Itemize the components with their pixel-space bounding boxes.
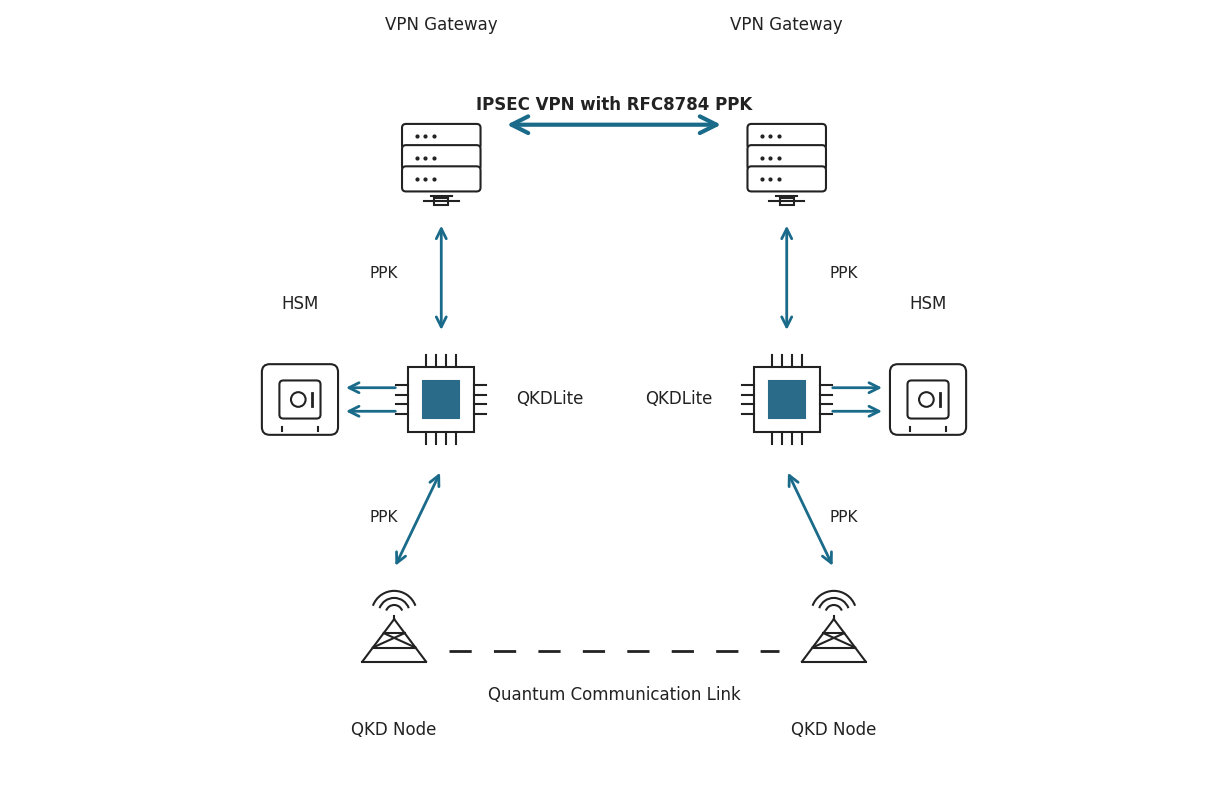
Text: Quantum Communication Link: Quantum Communication Link <box>488 686 740 704</box>
FancyBboxPatch shape <box>748 124 826 149</box>
Bar <box>754 367 820 432</box>
Bar <box>435 198 448 205</box>
Text: QKDLite: QKDLite <box>516 391 583 408</box>
Text: QKD Node: QKD Node <box>351 721 437 739</box>
Text: PPK: PPK <box>370 266 398 281</box>
FancyBboxPatch shape <box>748 145 826 170</box>
Text: PPK: PPK <box>830 266 858 281</box>
Text: QKDLite: QKDLite <box>645 391 712 408</box>
FancyBboxPatch shape <box>402 166 480 192</box>
Bar <box>408 367 474 432</box>
FancyBboxPatch shape <box>262 364 338 435</box>
Text: HSM: HSM <box>910 295 947 313</box>
Text: HSM: HSM <box>281 295 318 313</box>
FancyBboxPatch shape <box>280 380 321 419</box>
Text: PPK: PPK <box>370 510 398 525</box>
Bar <box>424 381 459 418</box>
Text: VPN Gateway: VPN Gateway <box>384 17 497 34</box>
FancyBboxPatch shape <box>402 124 480 149</box>
FancyBboxPatch shape <box>890 364 966 435</box>
Text: PPK: PPK <box>830 510 858 525</box>
FancyBboxPatch shape <box>402 145 480 170</box>
Bar <box>769 381 804 418</box>
Text: VPN Gateway: VPN Gateway <box>731 17 844 34</box>
Text: IPSEC VPN with RFC8784 PPK: IPSEC VPN with RFC8784 PPK <box>476 96 752 114</box>
FancyBboxPatch shape <box>748 166 826 192</box>
FancyBboxPatch shape <box>907 380 948 419</box>
Bar <box>780 198 793 205</box>
Text: QKD Node: QKD Node <box>791 721 877 739</box>
